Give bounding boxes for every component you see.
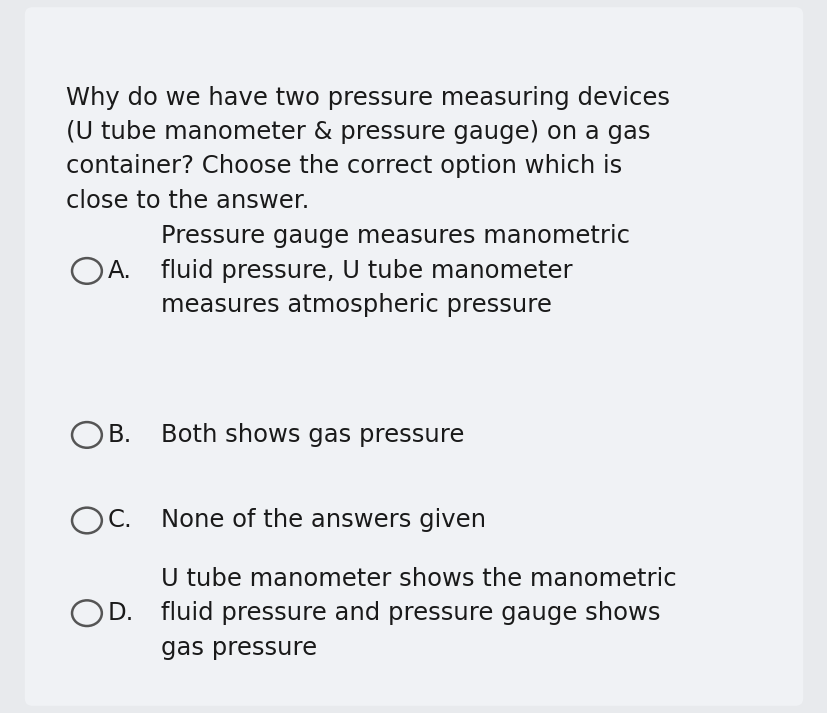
Text: B.: B. (108, 423, 131, 447)
Text: Both shows gas pressure: Both shows gas pressure (161, 423, 464, 447)
Text: D.: D. (108, 601, 134, 625)
Text: U tube manometer shows the manometric
fluid pressure and pressure gauge shows
ga: U tube manometer shows the manometric fl… (161, 567, 676, 660)
Text: A.: A. (108, 259, 131, 283)
Text: C.: C. (108, 508, 132, 533)
Text: Why do we have two pressure measuring devices
(U tube manometer & pressure gauge: Why do we have two pressure measuring de… (66, 86, 669, 213)
Text: Pressure gauge measures manometric
fluid pressure, U tube manometer
measures atm: Pressure gauge measures manometric fluid… (161, 225, 629, 317)
Text: None of the answers given: None of the answers given (161, 508, 486, 533)
